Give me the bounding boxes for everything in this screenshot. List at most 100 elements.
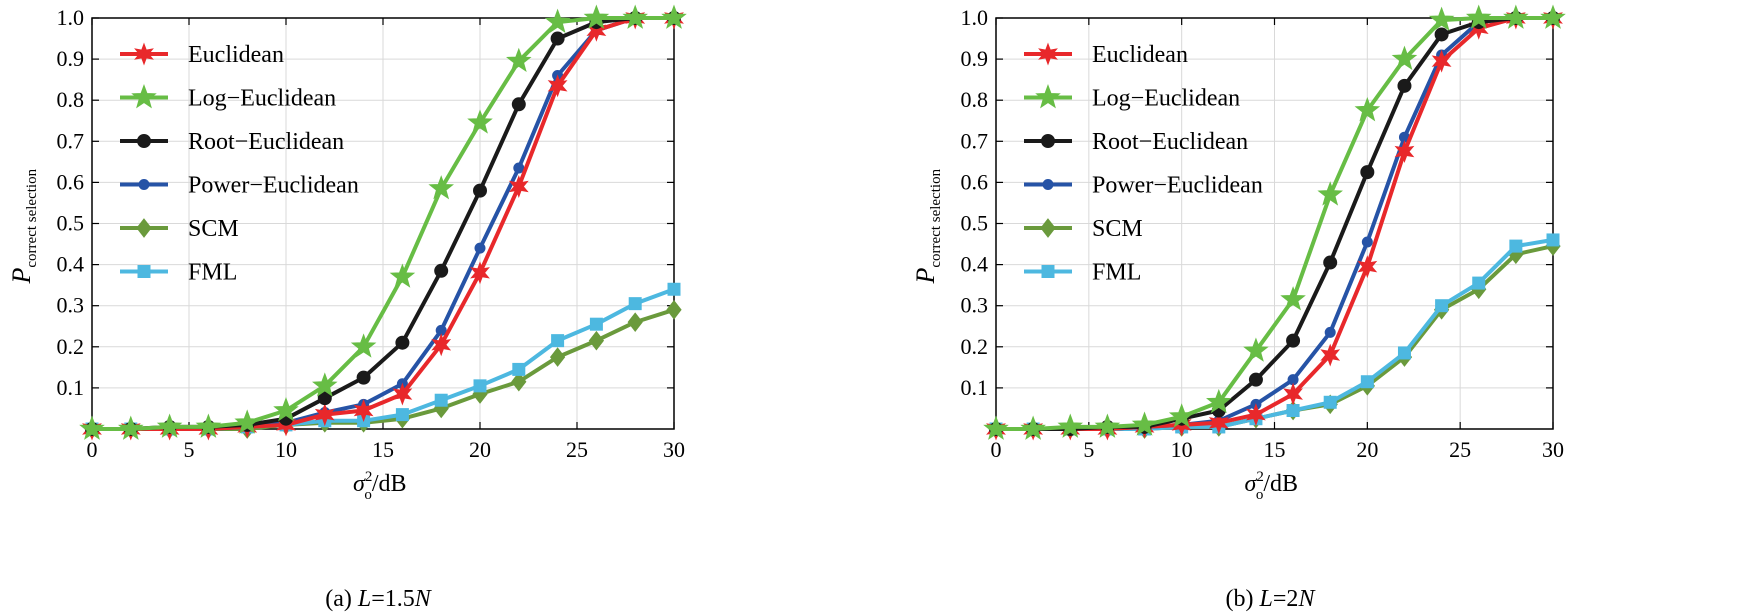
legend-item: Log−Euclidean bbox=[120, 84, 336, 112]
y-tick-label: 0.6 bbox=[57, 169, 85, 194]
data-point bbox=[550, 31, 565, 46]
caption-var: L bbox=[357, 586, 371, 612]
data-point bbox=[467, 109, 493, 134]
data-point bbox=[512, 362, 526, 376]
data-point bbox=[1465, 4, 1492, 29]
legend-label: Euclidean bbox=[1092, 42, 1188, 68]
data-point bbox=[1431, 49, 1452, 73]
x-axis-label-sub: o bbox=[1256, 487, 1264, 503]
chart-panel-b: 0 5 10 15 20 25 30 0.1 0.2 0.3 0.4 0.5 0.6 0.7 0.8 0.9 1… bbox=[911, 4, 1566, 612]
data-point bbox=[1324, 326, 1336, 338]
legend-marker bbox=[1040, 218, 1056, 238]
x-tick-label: 30 bbox=[1542, 437, 1564, 462]
legend-label: Log−Euclidean bbox=[188, 86, 336, 112]
data-point bbox=[589, 317, 603, 331]
data-point bbox=[317, 391, 332, 406]
x-tick-label: 15 bbox=[372, 437, 394, 462]
data-point bbox=[1472, 276, 1486, 290]
legend-marker bbox=[137, 265, 151, 278]
data-point bbox=[627, 312, 643, 332]
y-tick-label: 1.0 bbox=[961, 5, 989, 30]
legend-marker bbox=[138, 179, 150, 190]
y-tick-label: 0.7 bbox=[961, 128, 989, 153]
caption-var2: N bbox=[1297, 586, 1316, 612]
x-axis-label-sub: o bbox=[364, 487, 372, 503]
legend-label: Euclidean bbox=[188, 42, 284, 68]
data-point bbox=[511, 371, 527, 392]
y-tick-label: 0.1 bbox=[961, 375, 989, 400]
data-point bbox=[666, 299, 682, 320]
data-point bbox=[473, 379, 487, 393]
series-line bbox=[996, 16, 1553, 431]
legend-marker bbox=[1041, 134, 1055, 148]
x-axis-label-rest: /dB bbox=[1263, 471, 1298, 497]
data-point bbox=[661, 4, 687, 29]
data-point bbox=[1020, 415, 1046, 440]
data-point bbox=[622, 4, 648, 29]
x-tick-label: 25 bbox=[1449, 437, 1471, 462]
data-point bbox=[389, 263, 416, 288]
data-point bbox=[350, 333, 377, 358]
data-point bbox=[1546, 233, 1560, 247]
data-point bbox=[983, 415, 1009, 440]
x-tick-label: 15 bbox=[1264, 437, 1286, 462]
x-tick-label: 20 bbox=[469, 437, 491, 462]
data-point bbox=[1323, 395, 1337, 409]
data-point bbox=[1246, 403, 1266, 427]
legend-label: SCM bbox=[1092, 216, 1143, 242]
data-point bbox=[1323, 255, 1338, 270]
data-point bbox=[314, 403, 335, 427]
data-point bbox=[583, 4, 610, 29]
x-axis-label: σ2 o/dB bbox=[353, 469, 407, 503]
data-point bbox=[1280, 286, 1306, 311]
legend: Euclidean Log−Euclidean Root−Euclidean Powe… bbox=[1024, 42, 1263, 286]
legend-item: Log−Euclidean bbox=[1024, 84, 1240, 112]
data-point bbox=[1435, 299, 1449, 313]
y-tick-label: 0.6 bbox=[961, 169, 989, 194]
data-point bbox=[428, 175, 454, 200]
y-axis-label: Pcorrect selection bbox=[911, 168, 944, 284]
panel-caption: (b) L=2N bbox=[1226, 586, 1317, 612]
data-point bbox=[628, 297, 642, 311]
data-point bbox=[549, 347, 566, 367]
data-point bbox=[1360, 165, 1375, 180]
data-point bbox=[1357, 255, 1378, 279]
data-point bbox=[513, 162, 525, 174]
data-point bbox=[474, 242, 486, 254]
legend-label: FML bbox=[1092, 260, 1141, 286]
legend-marker bbox=[1042, 179, 1054, 190]
data-point bbox=[470, 261, 490, 285]
y-axis-label-sub: correct selection bbox=[928, 168, 944, 267]
legend-item: Root−Euclidean bbox=[120, 129, 344, 155]
y-axis-label-main: P bbox=[7, 268, 36, 285]
series-line bbox=[92, 16, 674, 431]
data-point bbox=[506, 47, 532, 73]
x-tick-label: 10 bbox=[275, 437, 297, 462]
x-tick-label: 0 bbox=[87, 437, 98, 462]
data-point bbox=[1206, 388, 1232, 414]
data-point bbox=[356, 370, 371, 385]
legend-item: Power−Euclidean bbox=[1024, 173, 1263, 199]
data-point bbox=[1361, 236, 1373, 248]
data-point bbox=[547, 74, 568, 98]
legend-item: SCM bbox=[120, 216, 239, 242]
legend-marker bbox=[137, 134, 151, 148]
data-point bbox=[473, 183, 487, 198]
y-tick-label: 0.3 bbox=[961, 293, 989, 318]
data-point bbox=[392, 382, 413, 406]
legend-item: Root−Euclidean bbox=[1024, 129, 1248, 155]
legend-label: Power−Euclidean bbox=[188, 173, 359, 199]
ticks: 0 5 10 15 20 25 30 0.1 0.2 0.3 0.4 0.5 0.6 0.7 0.8 0.9 1… bbox=[961, 5, 1565, 462]
x-tick-label: 5 bbox=[1083, 437, 1094, 462]
data-point bbox=[156, 413, 183, 438]
data-point bbox=[1503, 4, 1529, 29]
series-line bbox=[92, 16, 674, 431]
x-tick-label: 5 bbox=[184, 437, 195, 462]
data-point bbox=[588, 330, 605, 351]
legend-marker bbox=[134, 42, 154, 66]
grid bbox=[92, 18, 674, 429]
data-point bbox=[1168, 403, 1195, 428]
legend-item: FML bbox=[1024, 260, 1141, 286]
y-axis-label: Pcorrect selection bbox=[7, 168, 40, 284]
data-point bbox=[273, 397, 299, 422]
